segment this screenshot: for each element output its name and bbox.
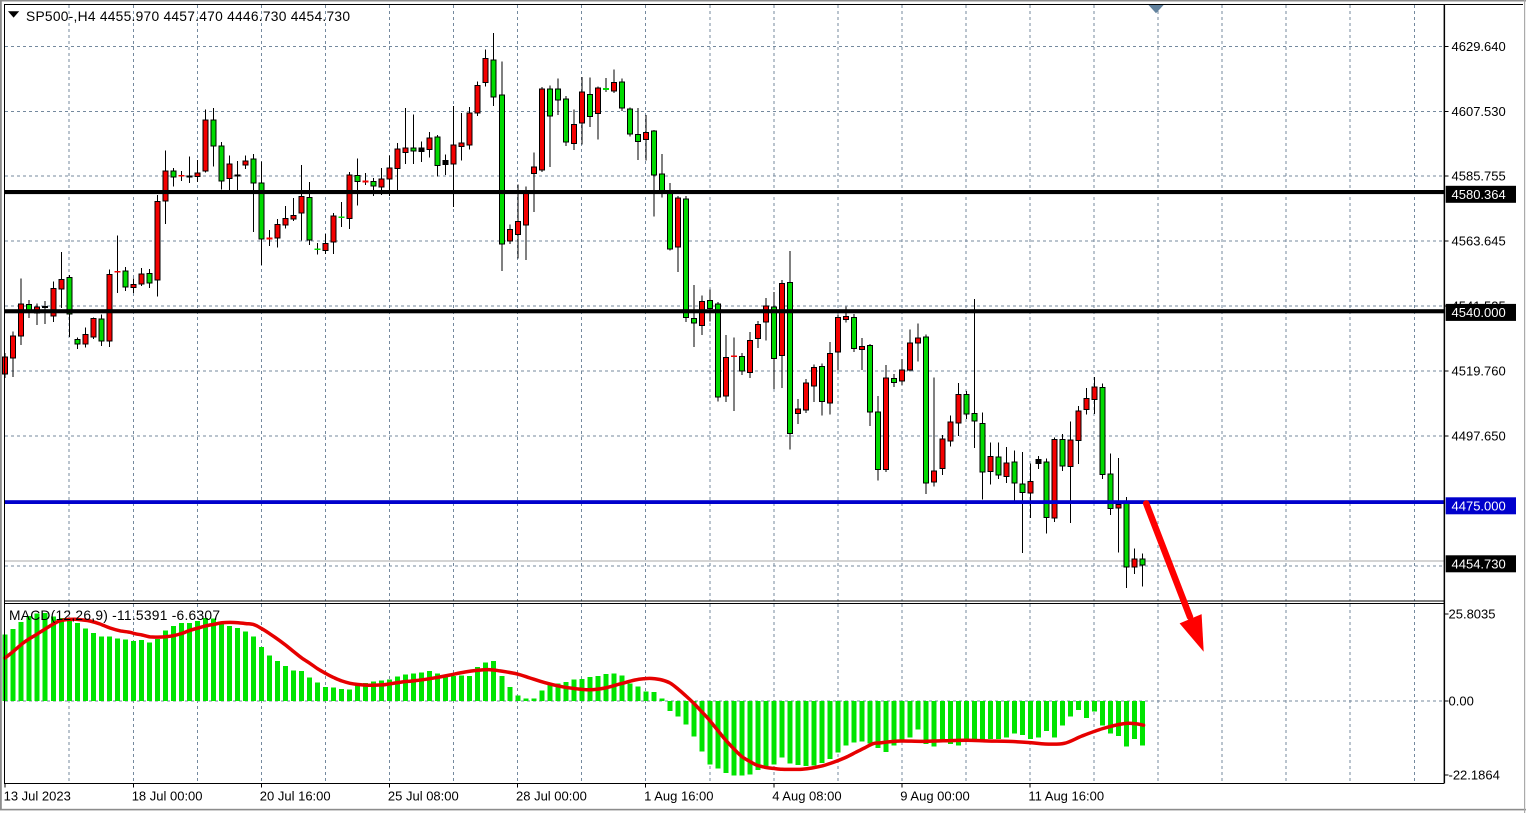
svg-text:4519.760: 4519.760 [1452, 364, 1506, 379]
svg-text:18 Jul 00:00: 18 Jul 00:00 [132, 789, 203, 804]
svg-text:20 Jul 16:00: 20 Jul 16:00 [260, 789, 331, 804]
svg-text:4497.650: 4497.650 [1452, 428, 1506, 443]
svg-text:4563.645: 4563.645 [1452, 234, 1506, 249]
svg-text:-22.1864: -22.1864 [1449, 767, 1500, 782]
svg-text:4629.640: 4629.640 [1452, 39, 1506, 54]
svg-text:4475.000: 4475.000 [1452, 498, 1506, 513]
svg-text:SP500-,H4 4455.970 4457.470 4: SP500-,H4 4455.970 4457.470 4446.730 445… [26, 9, 350, 24]
svg-text:4607.530: 4607.530 [1452, 104, 1506, 119]
svg-text:4540.000: 4540.000 [1452, 305, 1506, 320]
svg-text:13 Jul 2023: 13 Jul 2023 [4, 789, 71, 804]
svg-text:4 Aug 08:00: 4 Aug 08:00 [772, 789, 841, 804]
svg-text:25 Jul 08:00: 25 Jul 08:00 [388, 789, 459, 804]
svg-text:0.00: 0.00 [1449, 694, 1474, 709]
svg-text:4454.730: 4454.730 [1452, 556, 1506, 571]
svg-text:4585.755: 4585.755 [1452, 169, 1506, 184]
svg-text:9 Aug 00:00: 9 Aug 00:00 [900, 789, 969, 804]
svg-text:MACD(12,26,9) -11.5391 -6.6307: MACD(12,26,9) -11.5391 -6.6307 [9, 608, 220, 623]
svg-text:1 Aug 16:00: 1 Aug 16:00 [644, 789, 713, 804]
svg-text:25.8035: 25.8035 [1449, 606, 1496, 621]
svg-text:4580.364: 4580.364 [1452, 187, 1506, 202]
svg-text:11 Aug 16:00: 11 Aug 16:00 [1028, 789, 1104, 804]
svg-text:28 Jul 00:00: 28 Jul 00:00 [516, 789, 587, 804]
